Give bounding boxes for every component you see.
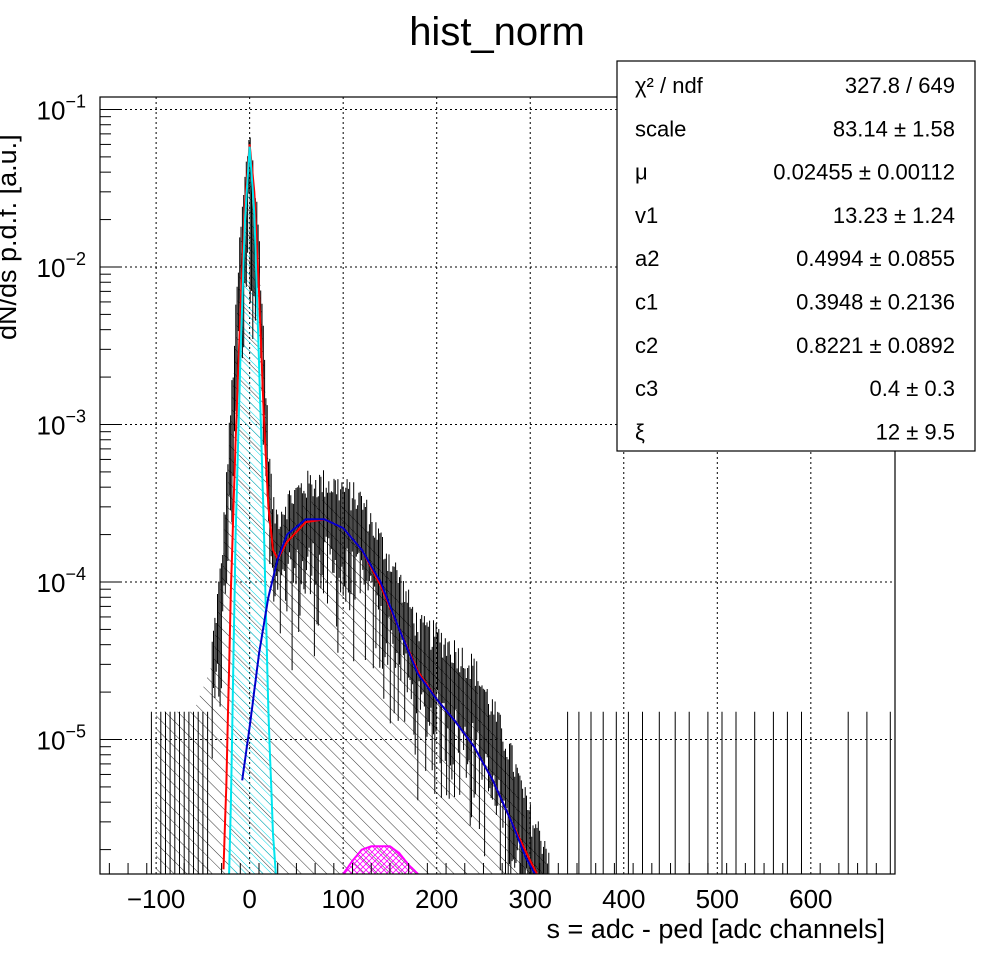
x-tick-label: 200 (415, 884, 458, 914)
stats-row-value: 0.02455 ± 0.00112 (773, 160, 955, 185)
stats-row-value: 12 ± 9.5 (876, 419, 955, 444)
series-line-second-p-e- (342, 845, 419, 874)
stats-row-label: ξ (635, 419, 645, 444)
stats-row-value: 0.4994 ± 0.0855 (796, 246, 955, 271)
stats-row-value: 13.23 ± 1.24 (833, 203, 955, 228)
fit-curves (222, 144, 539, 874)
x-tick-label: 400 (602, 884, 645, 914)
plot-frame (99, 96, 896, 875)
stats-row-label: c3 (635, 376, 658, 401)
plot-area (150, 137, 891, 874)
stats-row-label: c1 (635, 290, 658, 315)
x-tick-label: 300 (509, 884, 552, 914)
stats-row-value: 83.14 ± 1.58 (833, 116, 955, 141)
stats-row-value: 0.3948 ± 0.2136 (796, 290, 955, 315)
series-line-single-p-e- (241, 518, 536, 874)
x-axis: −100 0 100 200 300 400 500 600 (108, 863, 877, 914)
x-tick-label: 500 (696, 884, 739, 914)
y-tick-label: 10−5 (37, 722, 86, 756)
histogram-bins (150, 137, 891, 874)
y-tick-label: 10−2 (37, 249, 86, 283)
x-tick-label: 600 (789, 884, 832, 914)
fit-stats-box: χ² / ndf 327.8 / 649 scale 83.14 ± 1.58 μ 0.0… (616, 60, 976, 452)
x-axis-label: s = adc - ped [adc channels] (547, 914, 885, 944)
stats-row-value: 0.4 ± 0.3 (870, 376, 955, 401)
y-tick-label: 10−1 (37, 91, 86, 125)
stats-box-frame (616, 60, 976, 452)
x-tick-label: 0 (242, 884, 256, 914)
stats-row-label: scale (635, 116, 686, 141)
stats-row-label: μ (635, 160, 648, 185)
y-tick-label: 10−4 (37, 564, 86, 598)
chart-title: hist_norm (409, 10, 585, 54)
y-tick-label: 10−3 (37, 406, 86, 440)
x-tick-label: 100 (321, 884, 364, 914)
stats-row-label: χ² / ndf (635, 73, 704, 98)
stats-row-label: a2 (635, 246, 659, 271)
x-tick-label: −100 (127, 884, 186, 914)
stats-row-label: v1 (635, 203, 658, 228)
series-line-pedestal (228, 146, 277, 874)
stats-row-value: 0.8221 ± 0.0892 (796, 333, 955, 358)
pedestal-hatch-fill (229, 146, 276, 874)
histogram-bars (150, 137, 891, 874)
stats-row-value: 327.8 / 649 (845, 73, 955, 98)
y-axis-label: dN/ds p.d.f. [a.u.] (0, 134, 22, 340)
y-axis: 10−1 10−2 10−3 10−4 10−5 (37, 91, 122, 851)
stats-row-label: c2 (635, 333, 658, 358)
